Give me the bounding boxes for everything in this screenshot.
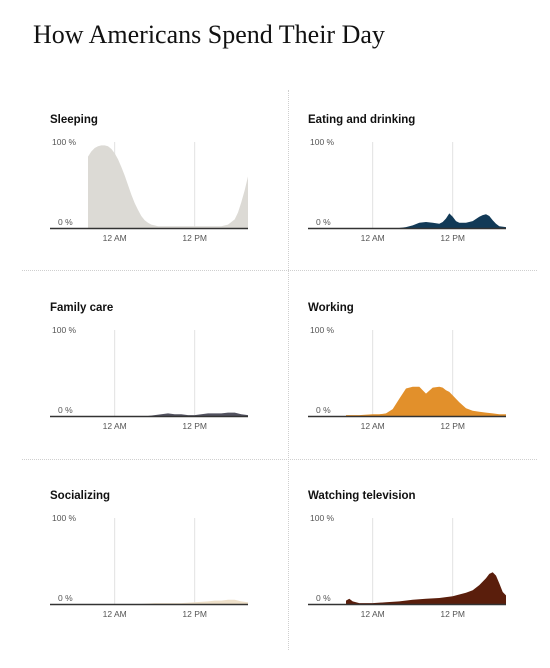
x-tick-label: 12 AM — [103, 233, 127, 243]
area-chart: 100 % 0 % 12 AM 12 PM — [50, 325, 248, 431]
y-tick-label: 100 % — [52, 137, 77, 147]
x-tick-label: 12 PM — [440, 233, 465, 243]
row-divider — [22, 270, 537, 271]
x-tick-label: 12 AM — [103, 609, 127, 619]
area-series — [346, 213, 506, 228]
area-chart: 100 % 0 % 12 AM 12 PM — [50, 513, 248, 619]
chart-title: Working — [308, 302, 354, 314]
chart-panel-working: Working 100 % 0 % 12 AM 12 PM — [308, 302, 523, 462]
y-tick-label: 0 % — [316, 405, 331, 415]
chart-title: Eating and drinking — [308, 114, 416, 126]
chart-panel-eating-and-drinking: Eating and drinking 100 % 0 % 12 AM 12 PM — [308, 114, 523, 274]
chart-title: Sleeping — [50, 114, 98, 126]
y-tick-label: 100 % — [310, 137, 335, 147]
y-tick-label: 100 % — [310, 325, 335, 335]
x-tick-label: 12 PM — [440, 609, 465, 619]
x-tick-label: 12 AM — [361, 609, 385, 619]
area-series — [346, 572, 506, 604]
area-chart: 100 % 0 % 12 AM 12 PM — [308, 513, 506, 619]
x-tick-label: 12 AM — [361, 421, 385, 431]
area-chart: 100 % 0 % 12 AM 12 PM — [50, 137, 248, 243]
chart-panel-watching-television: Watching television 100 % 0 % 12 AM 12 PM — [308, 490, 523, 650]
area-series — [88, 599, 248, 604]
x-tick-label: 12 AM — [103, 421, 127, 431]
y-tick-label: 0 % — [316, 217, 331, 227]
area-series — [88, 412, 248, 416]
y-tick-label: 0 % — [58, 593, 73, 603]
page-title: How Americans Spend Their Day — [33, 20, 385, 49]
chart-title: Family care — [50, 302, 114, 314]
area-series — [88, 145, 248, 228]
y-tick-label: 100 % — [52, 513, 77, 523]
y-tick-label: 0 % — [316, 593, 331, 603]
y-tick-label: 100 % — [310, 513, 335, 523]
x-tick-label: 12 PM — [182, 233, 207, 243]
chart-panel-sleeping: Sleeping 100 % 0 % 12 AM 12 PM — [50, 114, 265, 274]
y-tick-label: 0 % — [58, 217, 73, 227]
y-tick-label: 0 % — [58, 405, 73, 415]
x-tick-label: 12 AM — [361, 233, 385, 243]
x-tick-label: 12 PM — [182, 421, 207, 431]
y-tick-label: 100 % — [52, 325, 77, 335]
chart-panel-family-care: Family care 100 % 0 % 12 AM 12 PM — [50, 302, 265, 462]
area-chart: 100 % 0 % 12 AM 12 PM — [308, 137, 506, 243]
chart-title: Watching television — [308, 490, 416, 502]
chart-panel-socializing: Socializing 100 % 0 % 12 AM 12 PM — [50, 490, 265, 650]
chart-title: Socializing — [50, 490, 111, 502]
column-divider — [288, 90, 289, 650]
area-chart: 100 % 0 % 12 AM 12 PM — [308, 325, 506, 431]
x-tick-label: 12 PM — [182, 609, 207, 619]
area-series — [346, 386, 506, 416]
x-tick-label: 12 PM — [440, 421, 465, 431]
row-divider — [22, 459, 537, 460]
